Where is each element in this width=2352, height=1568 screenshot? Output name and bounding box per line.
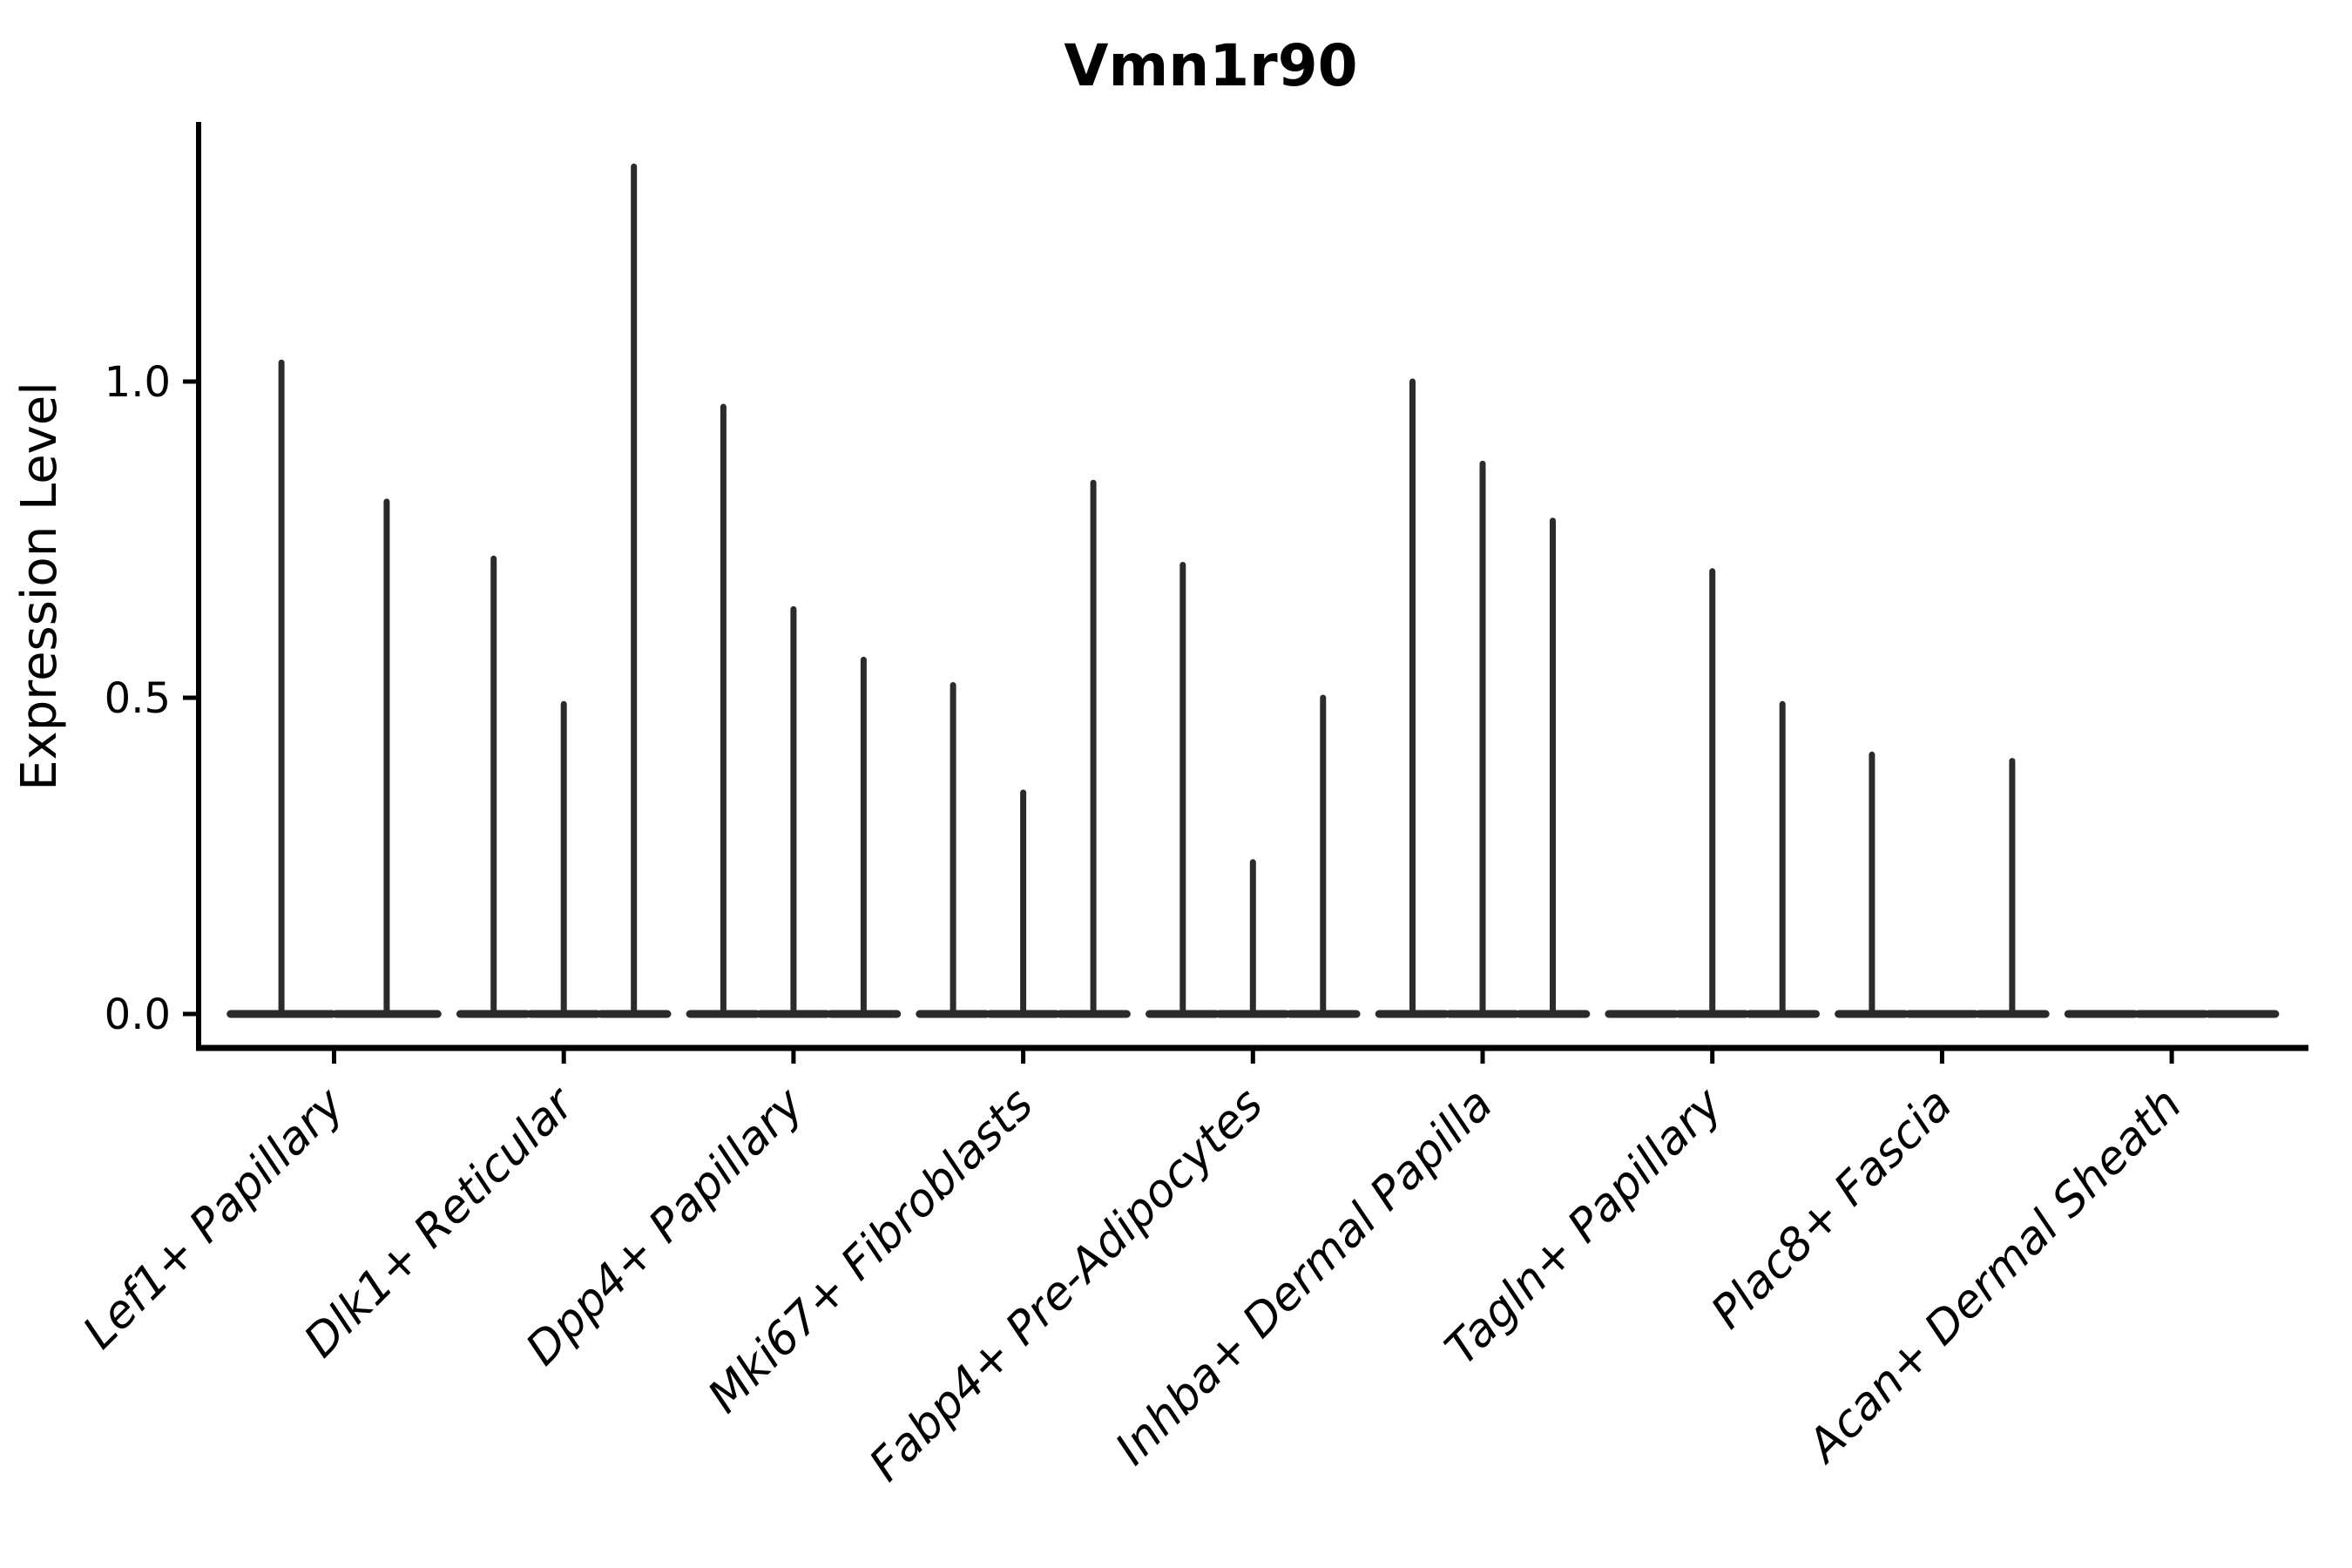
- chart-title: Vmn1r90: [1064, 32, 1357, 99]
- y-axis-label: Expression Level: [11, 382, 68, 791]
- violin-group: [1375, 378, 1591, 1018]
- x-tick-label: Acan+ Dermal Sheath: [1796, 1078, 2192, 1474]
- violin-group: [916, 479, 1131, 1018]
- violin-group: [686, 403, 902, 1018]
- x-tick-label: Inhba+ Dermal Papilla: [1105, 1078, 1503, 1476]
- y-tick-label: 0.0: [105, 990, 171, 1039]
- violin-group: [226, 359, 442, 1018]
- x-tick-label: Fabp4+ Pre-Adipocytes: [860, 1078, 1274, 1492]
- y-tick-label: 0.5: [105, 674, 171, 723]
- violins-layer: [226, 163, 2280, 1018]
- violin-group: [1146, 562, 1361, 1018]
- violin-group: [1835, 751, 2050, 1018]
- violin-group: [456, 163, 672, 1018]
- x-tick-label: Plac8+ Fascia: [1701, 1078, 1962, 1339]
- y-ticks-layer: 0.0 0.5 1.0: [105, 358, 199, 1039]
- y-tick-label: 1.0: [105, 358, 171, 407]
- violin-group: [1605, 568, 1820, 1018]
